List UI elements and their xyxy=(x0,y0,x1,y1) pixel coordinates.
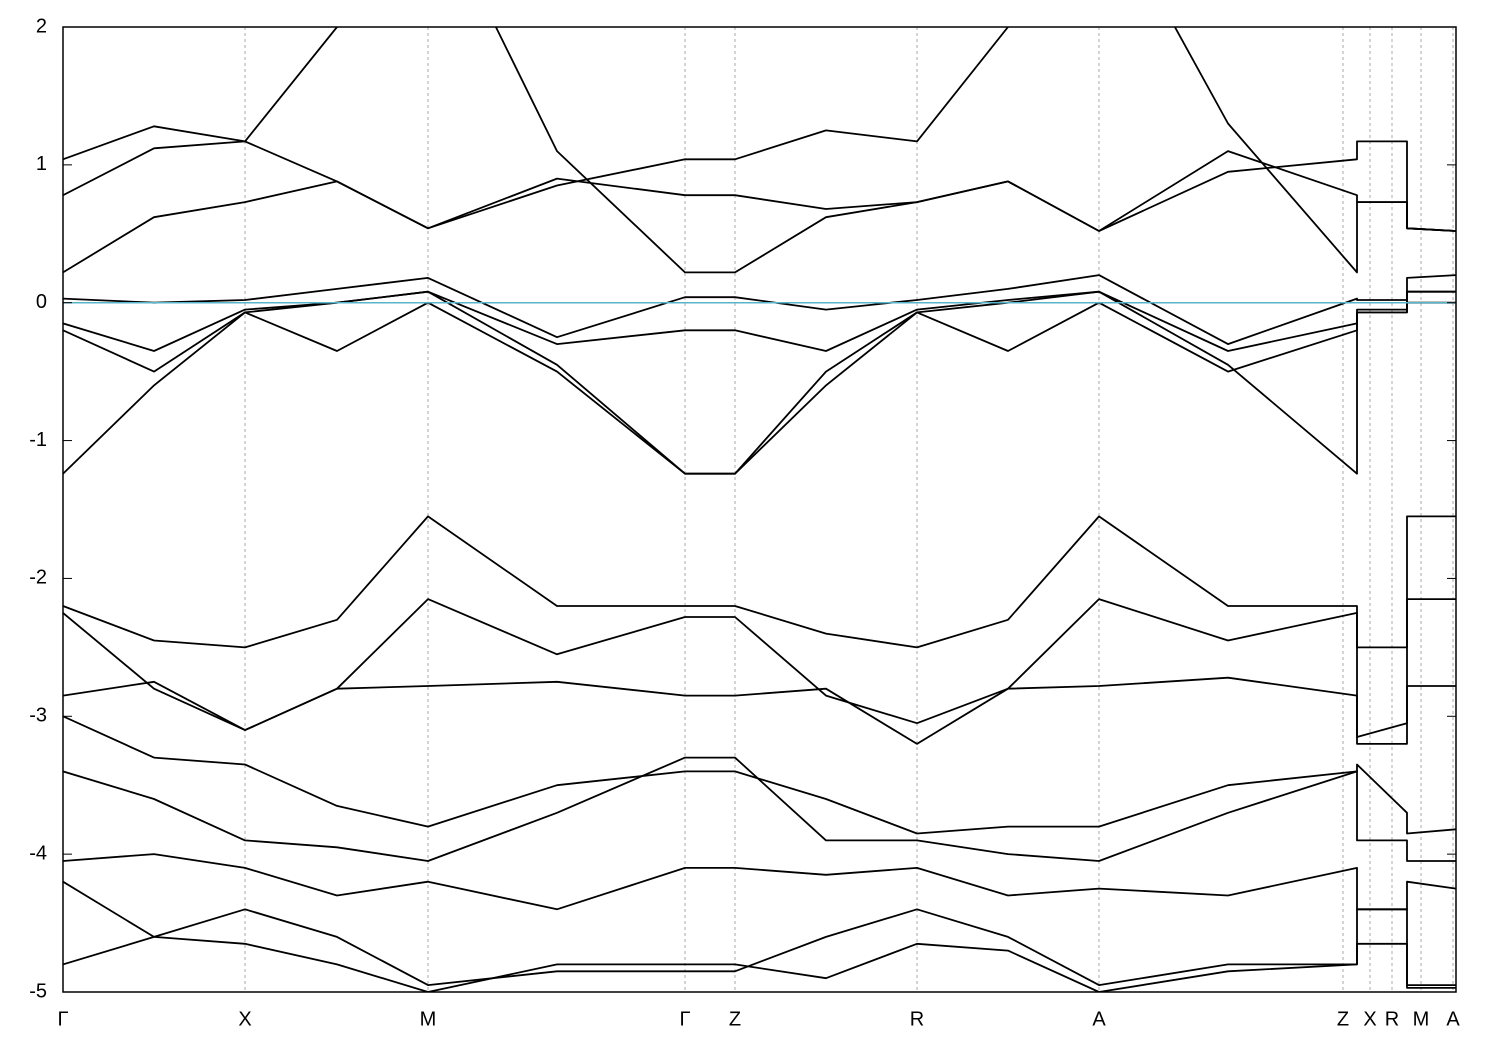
x-tick-label: Γ xyxy=(679,1008,690,1030)
y-tick-label: 0 xyxy=(36,291,47,313)
y-tick-label: 1 xyxy=(36,153,47,175)
x-tick-label: Γ xyxy=(57,1008,68,1030)
band-line xyxy=(63,290,1456,475)
band-line xyxy=(63,880,1456,992)
band-line xyxy=(63,515,1456,649)
band-line xyxy=(63,676,1456,745)
band-line xyxy=(63,908,1456,989)
x-tick-label: X xyxy=(1363,1008,1376,1030)
x-tick-label: M xyxy=(1413,1008,1430,1030)
grid xyxy=(244,27,1454,992)
axes: 210-1-2-3-4-5Γ X M Γ Z R A Z X R M A xyxy=(29,15,1460,1030)
band-line xyxy=(63,125,1456,232)
x-tick-label: A xyxy=(1092,1008,1106,1030)
x-tick-label: Z xyxy=(1337,1008,1349,1030)
bands xyxy=(63,27,1456,992)
x-tick-label: R xyxy=(910,1008,924,1030)
x-tick-label: X xyxy=(238,1008,251,1030)
band-line xyxy=(63,27,1456,274)
band-line xyxy=(63,274,1456,345)
y-tick-label: -3 xyxy=(29,705,47,727)
y-tick-label: -2 xyxy=(29,567,47,589)
y-tick-label: -1 xyxy=(29,429,47,451)
plot-frame xyxy=(62,26,1457,993)
band-line xyxy=(63,715,1456,835)
y-tick-label: -5 xyxy=(29,980,47,1002)
y-tick-label: -4 xyxy=(29,842,47,864)
y-tick-label: 2 xyxy=(36,15,47,37)
x-tick-label: Z xyxy=(729,1008,741,1030)
x-tick-label: A xyxy=(1446,1008,1460,1030)
band-line xyxy=(63,756,1456,862)
x-tick-label: R xyxy=(1385,1008,1399,1030)
x-tick-label: M xyxy=(420,1008,437,1030)
